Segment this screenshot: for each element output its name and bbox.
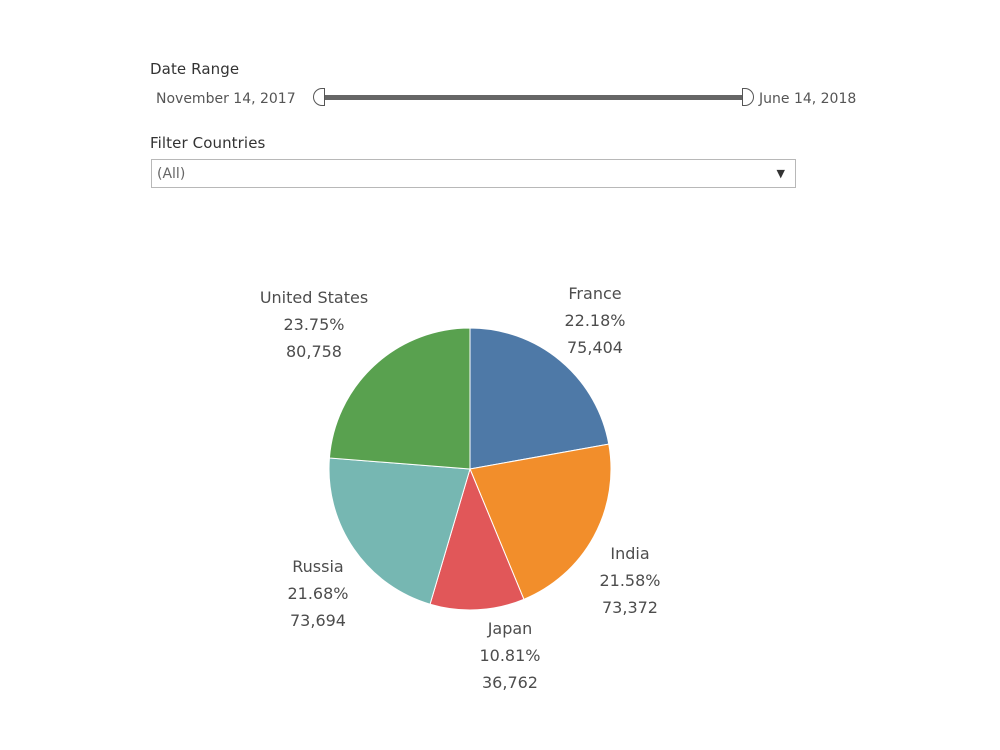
pie-label-value-india: 73,372: [602, 598, 658, 617]
date-range-title: Date Range: [150, 60, 240, 78]
date-range-slider[interactable]: November 14, 2017 June 14, 2018: [150, 88, 880, 110]
pie-label-name-france: France: [568, 284, 621, 303]
pie-label-name-russia: Russia: [292, 557, 343, 576]
pie-slice-france[interactable]: [469, 327, 610, 470]
pie-label-value-united-states: 80,758: [286, 342, 342, 361]
filter-countries-title: Filter Countries: [150, 134, 266, 152]
pie-label-value-france: 75,404: [567, 338, 623, 357]
filter-countries-selected-value: (All): [157, 166, 186, 182]
pie-label-percent-japan: 10.81%: [479, 646, 540, 665]
date-range-start-handle[interactable]: [313, 88, 325, 106]
date-range-start-label: November 14, 2017: [156, 91, 296, 107]
date-range-track[interactable]: [320, 95, 745, 100]
pie-slice-russia[interactable]: [328, 457, 471, 605]
filter-countries-dropdown[interactable]: (All) ▼: [151, 159, 796, 188]
chevron-down-icon[interactable]: ▼: [776, 167, 785, 180]
pie-slice-japan[interactable]: [429, 467, 525, 611]
pie-label-name-japan: Japan: [487, 619, 533, 638]
date-range-end-label: June 14, 2018: [759, 91, 857, 107]
pie-slice-united-states[interactable]: [328, 327, 471, 470]
pie-label-value-russia: 73,694: [290, 611, 346, 630]
pie-label-percent-france: 22.18%: [564, 311, 625, 330]
pie-label-percent-russia: 21.68%: [287, 584, 348, 603]
pie-label-name-united-states: United States: [260, 288, 368, 307]
pie-label-value-japan: 36,762: [482, 673, 538, 692]
pie-label-name-india: India: [610, 544, 649, 563]
pie-slice-india[interactable]: [469, 443, 612, 600]
pie-label-percent-india: 21.58%: [599, 571, 660, 590]
pie-label-percent-united-states: 23.75%: [283, 315, 344, 334]
